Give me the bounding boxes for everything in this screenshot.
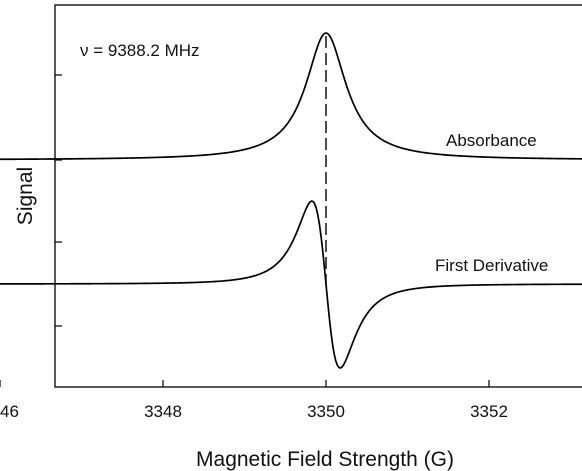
x-axis-title: Magnetic Field Strength (G) [196,448,454,471]
absorbance-curve [0,32,582,161]
y-axis-ticks [55,74,62,327]
first-derivative-curve [0,200,582,369]
x-tick-label: 3352 [470,402,508,421]
plot-frame [54,4,582,388]
x-axis-ticks: 33463348335033523354 [0,380,508,421]
absorbance-label: Absorbance [446,131,537,150]
x-tick-label: 3348 [144,402,182,421]
x-tick-label: 3350 [307,402,345,421]
y-axis-title: Signal [14,167,37,225]
first-derivative-label: First Derivative [435,256,548,275]
frequency-annotation: ν = 9388.2 MHz [80,41,200,60]
x-tick-label: 3346 [0,402,19,421]
